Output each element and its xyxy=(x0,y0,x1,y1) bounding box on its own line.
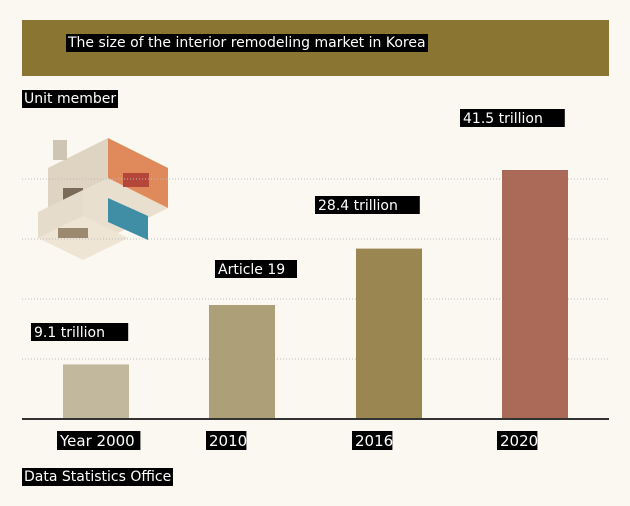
bar-2 xyxy=(209,305,275,419)
svg-text:Year 2000: Year 2000 xyxy=(59,432,135,450)
chart-title: The size of the interior remodeling mark… xyxy=(66,34,428,52)
value-label-4: 41.5 trillion xyxy=(460,109,565,127)
svg-text:41.5 trillion: 41.5 trillion xyxy=(463,111,543,127)
svg-text:2020: 2020 xyxy=(500,432,538,450)
category-label-1: Year 2000 xyxy=(57,431,141,450)
svg-text:Article 19: Article 19 xyxy=(218,262,285,278)
value-label-1: 9.1 trillion xyxy=(31,323,129,341)
value-label-2: Article 19 xyxy=(215,260,297,278)
bar-3 xyxy=(356,248,422,419)
category-label-2: 2010 xyxy=(206,431,247,450)
room-illustration xyxy=(38,138,168,260)
svg-text:9.1 trillion: 9.1 trillion xyxy=(34,325,105,341)
bar-1 xyxy=(63,364,129,419)
svg-text:2010: 2010 xyxy=(209,432,247,450)
bar-4 xyxy=(502,170,568,419)
category-label-4: 2020 xyxy=(497,431,538,450)
source-label: Data Statistics Office xyxy=(22,468,174,486)
category-label-3: 2016 xyxy=(352,431,393,450)
value-label-3: 28.4 trillion xyxy=(315,196,420,214)
svg-text:28.4 trillion: 28.4 trillion xyxy=(318,198,398,214)
unit-label: Unit member xyxy=(22,90,119,108)
svg-text:2016: 2016 xyxy=(355,432,393,450)
